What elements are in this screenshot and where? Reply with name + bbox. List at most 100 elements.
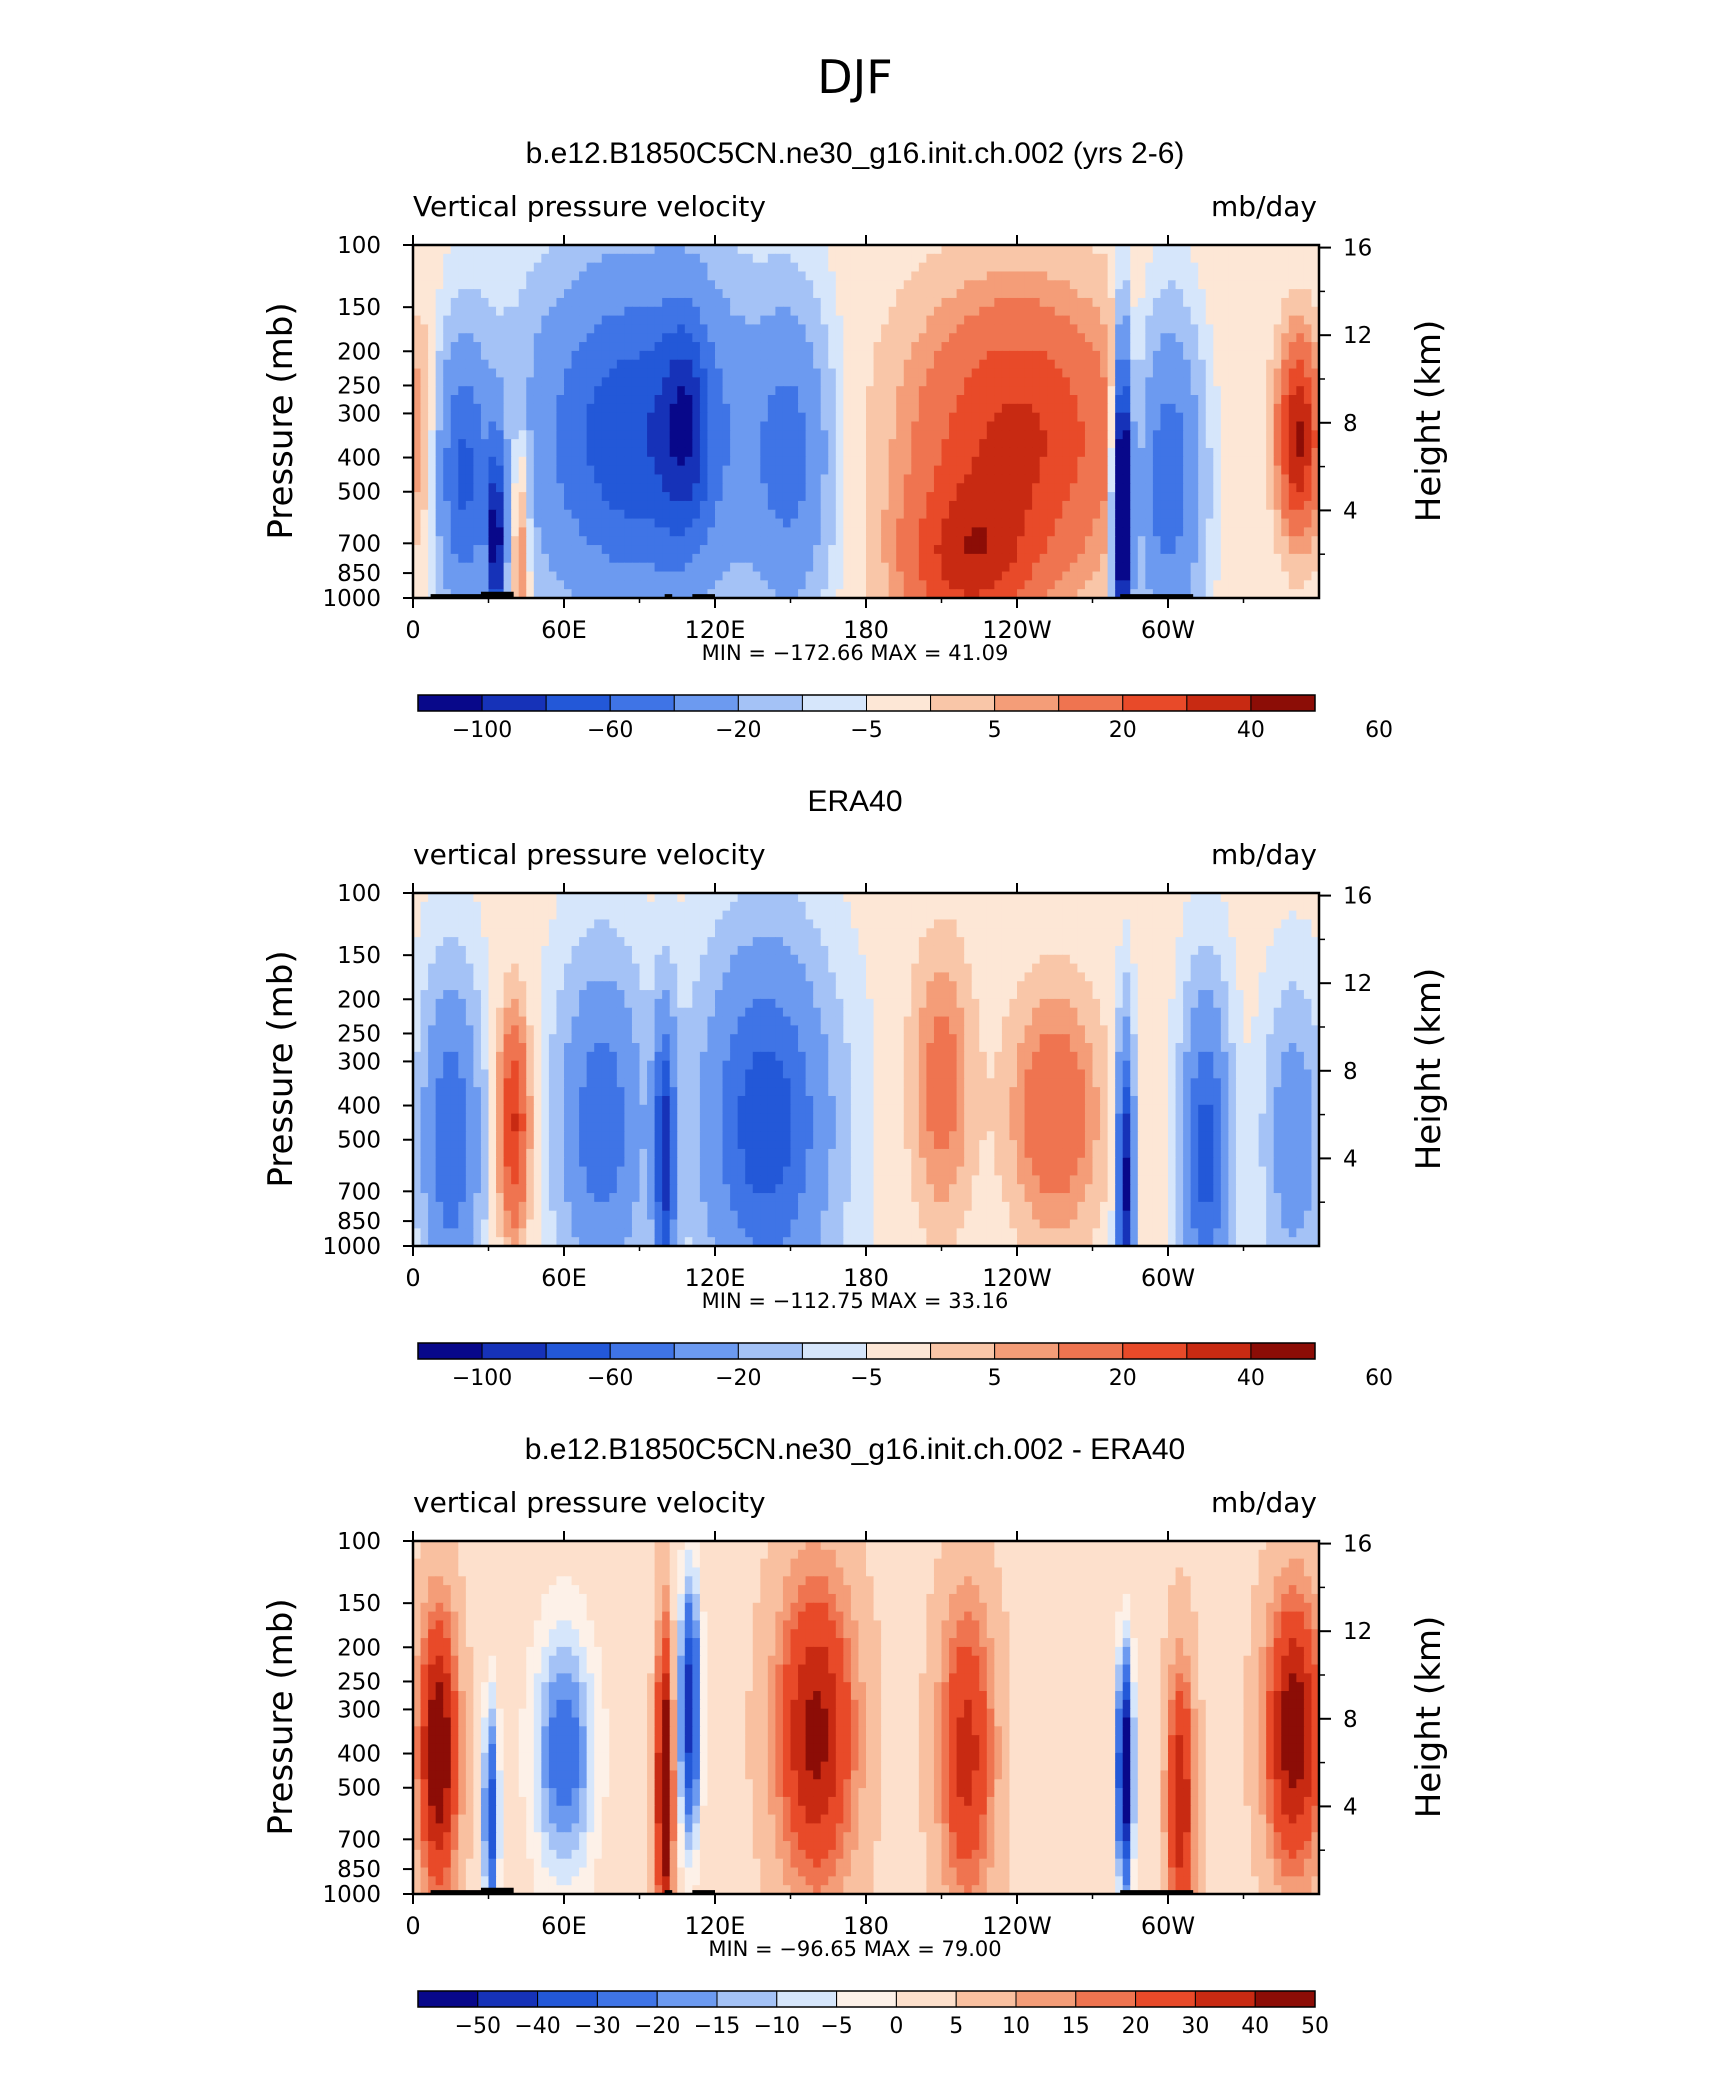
field-cell: [1024, 412, 1033, 423]
field-cell: [1047, 545, 1056, 555]
field-cell: [866, 289, 875, 299]
field-cell: [949, 893, 958, 903]
field-cell: [639, 324, 648, 334]
field-cell: [1084, 262, 1094, 273]
field-cell: [1062, 430, 1071, 440]
field-cell: [465, 386, 474, 396]
field-cell: [843, 253, 852, 264]
field-cell: [1281, 280, 1290, 290]
field-cell: [858, 580, 867, 590]
field-cell: [1047, 518, 1056, 528]
field-cell: [692, 589, 701, 599]
field-cell: [888, 271, 897, 281]
field-cell: [888, 253, 897, 264]
field-cell: [820, 553, 829, 564]
field-cell: [971, 262, 980, 273]
field-cell: [1024, 306, 1033, 317]
field-cell: [820, 492, 829, 502]
field-cell: [541, 553, 550, 564]
field-cell: [571, 536, 580, 546]
field-cell: [1228, 456, 1237, 467]
field-cell: [971, 395, 980, 405]
field-cell: [639, 509, 648, 520]
field-cell: [949, 359, 958, 370]
field-cell: [601, 350, 610, 361]
field-cell: [586, 395, 595, 405]
field-cell: [435, 483, 444, 493]
field-cell: [858, 245, 867, 255]
field-cell: [1092, 509, 1101, 520]
field-cell: [631, 377, 641, 387]
field-cell: [760, 456, 769, 467]
field-cell: [616, 483, 625, 493]
field-cell: [767, 342, 776, 352]
field-cell: [1100, 245, 1109, 255]
field-cell: [548, 333, 558, 343]
field-cell: [843, 324, 852, 334]
field-cell: [715, 527, 724, 537]
field-cell: [1175, 350, 1184, 361]
field-cell: [1288, 297, 1297, 308]
field-cell: [881, 324, 890, 334]
field-cell: [941, 430, 950, 440]
field-cell: [1009, 465, 1018, 476]
field-cell: [533, 492, 542, 502]
field-cell: [956, 386, 965, 396]
field-cell: [1258, 536, 1267, 546]
field-cell: [767, 893, 776, 903]
field-cell: [699, 562, 709, 573]
field-cell: [1303, 545, 1313, 555]
field-cell: [805, 289, 814, 299]
field-cell: [730, 306, 739, 317]
field-cell: [450, 289, 459, 299]
field-cell: [745, 421, 754, 431]
field-cell: [1273, 306, 1282, 317]
field-cell: [1062, 280, 1071, 290]
field-cell: [511, 421, 520, 431]
field-cell: [1137, 536, 1146, 546]
field-cell: [1001, 439, 1011, 449]
field-cell: [450, 271, 459, 281]
field-cell: [956, 271, 965, 281]
field-cell: [1303, 421, 1313, 431]
field-cell: [730, 509, 739, 520]
field-cell: [503, 553, 512, 564]
field-cell: [541, 386, 550, 396]
field-cell: [541, 377, 550, 387]
field-cell: [503, 324, 512, 334]
field-cell: [1266, 562, 1275, 573]
field-cell: [1062, 386, 1071, 396]
field-cell: [926, 545, 935, 555]
field-cell: [541, 421, 550, 431]
field-cell: [745, 271, 754, 281]
field-cell: [609, 553, 618, 564]
field-cell: [662, 297, 671, 308]
field-cell: [579, 500, 588, 511]
field-cell: [730, 262, 739, 273]
field-cell: [594, 297, 603, 308]
field-cell: [1062, 562, 1071, 573]
field-cell: [669, 492, 678, 502]
field-cell: [933, 315, 943, 326]
field-cell: [639, 395, 648, 405]
field-cell: [647, 483, 656, 493]
field-cell: [1251, 324, 1260, 334]
field-cell: [503, 271, 512, 281]
field-cell: [775, 518, 784, 528]
field-cell: [488, 492, 497, 502]
field-cell: [752, 518, 761, 528]
field-cell: [1281, 271, 1290, 281]
field-cell: [798, 430, 807, 440]
field-cell: [903, 474, 912, 484]
field-cell: [775, 456, 784, 467]
field-cell: [1032, 456, 1041, 467]
field-cell: [1220, 589, 1229, 599]
field-cell: [480, 297, 490, 308]
field-cell: [458, 553, 467, 564]
field-cell: [601, 527, 610, 537]
field-cell: [949, 430, 958, 440]
field-cell: [571, 306, 580, 317]
field-cell: [511, 456, 520, 467]
field-cell: [964, 262, 973, 273]
chart-panel-1: b.e12.B1850C5CN.ne30_g16.init.ch.002 (yr…: [261, 137, 1449, 743]
